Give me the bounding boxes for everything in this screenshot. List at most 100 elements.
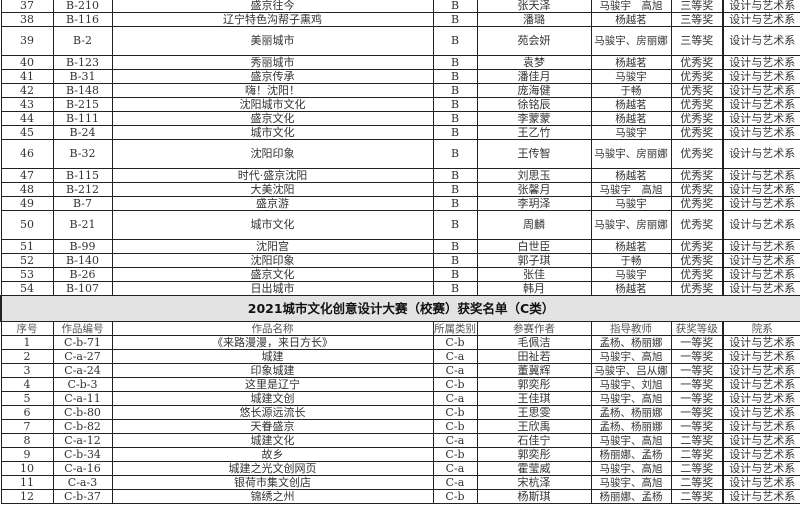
cell-title: 沈阳印象 xyxy=(111,253,434,268)
cell-no: 8 xyxy=(0,433,54,448)
cell-no: 45 xyxy=(0,125,54,140)
cell-dept: 设计与艺术系 xyxy=(722,83,800,98)
cell-title: 盛京往今 xyxy=(111,0,434,13)
cell-title: 城建之光文创网页 xyxy=(111,461,434,476)
cell-teacher: 马骏宇、高旭 xyxy=(590,349,672,364)
cell-category: C-a xyxy=(432,349,478,364)
cell-no: 3 xyxy=(0,363,54,378)
cell-award: 优秀奖 xyxy=(670,83,724,98)
cell-award: 优秀奖 xyxy=(670,168,724,183)
cell-award: 三等奖 xyxy=(670,26,724,56)
section-c-rows: 1 C-b-71 《来路漫漫，来日方长》 C-b 毛佩洁 孟杨、杨丽娜 一等奖 设计与艺术系 2… xyxy=(0,335,800,504)
cell-code: B-116 xyxy=(52,12,113,27)
header-category: 所属类别 xyxy=(432,321,478,336)
cell-award: 优秀奖 xyxy=(670,210,724,240)
cell-author: 苑会妍 xyxy=(476,26,592,56)
table-row: 1 C-b-71 《来路漫漫，来日方长》 C-b 毛佩洁 孟杨、杨丽娜 一等奖 设计与艺术系 xyxy=(0,335,800,350)
table-row: 48 B-212 大美沈阳 B 张馨月 马骏宇 高旭 优秀奖 设计与艺术系 xyxy=(0,182,800,197)
cell-no: 53 xyxy=(0,267,54,282)
cell-no: 10 xyxy=(0,461,54,476)
cell-award: 优秀奖 xyxy=(670,97,724,112)
cell-award: 一等奖 xyxy=(670,419,724,434)
cell-author: 郭奕彤 xyxy=(476,377,592,392)
cell-award: 一等奖 xyxy=(670,391,724,406)
cell-no: 2 xyxy=(0,349,54,364)
cell-title: 城建文化 xyxy=(111,433,434,448)
cell-category: B xyxy=(432,281,478,296)
cell-author: 袁梦 xyxy=(476,55,592,70)
cell-title: 锦绣之州 xyxy=(111,489,434,504)
cell-author: 霍莹威 xyxy=(476,461,592,476)
cell-dept: 设计与艺术系 xyxy=(722,239,800,254)
cell-title: 银荷市集文创店 xyxy=(111,475,434,490)
cell-author: 王思雯 xyxy=(476,405,592,420)
cell-award: 三等奖 xyxy=(670,12,724,27)
cell-dept: 设计与艺术系 xyxy=(722,377,800,392)
table-row: 47 B-115 时代·盛京沈阳 B 刘思玉 杨越茗 优秀奖 设计与艺术系 xyxy=(0,168,800,183)
cell-teacher: 马骏宇 高旭 xyxy=(590,182,672,197)
cell-category: C-a xyxy=(432,363,478,378)
cell-teacher: 马骏宇 xyxy=(590,196,672,211)
table-row: 3 C-a-24 印象城建 C-a 董冀辉 马骏宇、吕从娜 一等奖 设计与艺术系 xyxy=(0,363,800,378)
cell-no: 38 xyxy=(0,12,54,27)
cell-no: 37 xyxy=(0,0,54,13)
header-code: 作品编号 xyxy=(52,321,113,336)
cell-author: 董冀辉 xyxy=(476,363,592,378)
cell-dept: 设计与艺术系 xyxy=(722,253,800,268)
table-row: 9 C-b-34 故乡 C-b 郭奕彤 杨丽娜、孟杨 二等奖 设计与艺术系 xyxy=(0,447,800,462)
cell-code: B-111 xyxy=(52,111,113,126)
cell-no: 48 xyxy=(0,182,54,197)
cell-code: C-a-27 xyxy=(52,349,113,364)
cell-award: 优秀奖 xyxy=(670,125,724,140)
cell-dept: 设计与艺术系 xyxy=(722,335,800,350)
cell-teacher: 马骏宇、吕从娜 xyxy=(590,363,672,378)
cell-category: B xyxy=(432,111,478,126)
cell-dept: 设计与艺术系 xyxy=(722,168,800,183)
cell-author: 杨斯琪 xyxy=(476,489,592,504)
cell-code: B-212 xyxy=(52,182,113,197)
cell-code: B-7 xyxy=(52,196,113,211)
cell-category: B xyxy=(432,97,478,112)
cell-no: 50 xyxy=(0,210,54,240)
cell-category: B xyxy=(432,0,478,13)
cell-code: C-a-12 xyxy=(52,433,113,448)
cell-author: 徐铭辰 xyxy=(476,97,592,112)
cell-title: 日出城市 xyxy=(111,281,434,296)
cell-teacher: 马骏宇 xyxy=(590,267,672,282)
cell-award: 二等奖 xyxy=(670,461,724,476)
cell-dept: 设计与艺术系 xyxy=(722,405,800,420)
cell-category: C-b xyxy=(432,377,478,392)
cell-title: 《来路漫漫，来日方长》 xyxy=(111,335,434,350)
cell-award: 一等奖 xyxy=(670,349,724,364)
cell-award: 优秀奖 xyxy=(670,239,724,254)
cell-author: 刘思玉 xyxy=(476,168,592,183)
table-row: 39 B-2 美丽城市 B 苑会妍 马骏宇、房丽娜 三等奖 设计与艺术系 xyxy=(0,26,800,56)
cell-author: 王欣禹 xyxy=(476,419,592,434)
cell-teacher: 孟杨、杨丽娜 xyxy=(590,335,672,350)
cell-code: C-b-80 xyxy=(52,405,113,420)
cell-category: C-b xyxy=(432,419,478,434)
cell-no: 7 xyxy=(0,419,54,434)
cell-author: 郭子琪 xyxy=(476,253,592,268)
table-row: 49 B-7 盛京游 B 李玥泽 马骏宇 优秀奖 设计与艺术系 xyxy=(0,196,800,211)
cell-category: B xyxy=(432,267,478,282)
cell-dept: 设计与艺术系 xyxy=(722,69,800,84)
cell-category: C-b xyxy=(432,447,478,462)
cell-author: 庞海健 xyxy=(476,83,592,98)
cell-teacher: 于畅 xyxy=(590,83,672,98)
cell-code: B-107 xyxy=(52,281,113,296)
cell-dept: 设计与艺术系 xyxy=(722,391,800,406)
cell-teacher: 马骏宇 高旭 xyxy=(590,0,672,13)
cell-title: 城市文化 xyxy=(111,125,434,140)
cell-dept: 设计与艺术系 xyxy=(722,475,800,490)
cell-teacher: 杨越茗 xyxy=(590,55,672,70)
cell-author: 田祉若 xyxy=(476,349,592,364)
cell-title: 城建 xyxy=(111,349,434,364)
cell-title: 沈阳印象 xyxy=(111,139,434,169)
header-teacher: 指导教师 xyxy=(590,321,672,336)
cell-author: 王佳琪 xyxy=(476,391,592,406)
cell-no: 43 xyxy=(0,97,54,112)
cell-title: 嗨！沈阳！ xyxy=(111,83,434,98)
cell-category: B xyxy=(432,125,478,140)
cell-teacher: 马骏宇、房丽娜 xyxy=(590,139,672,169)
